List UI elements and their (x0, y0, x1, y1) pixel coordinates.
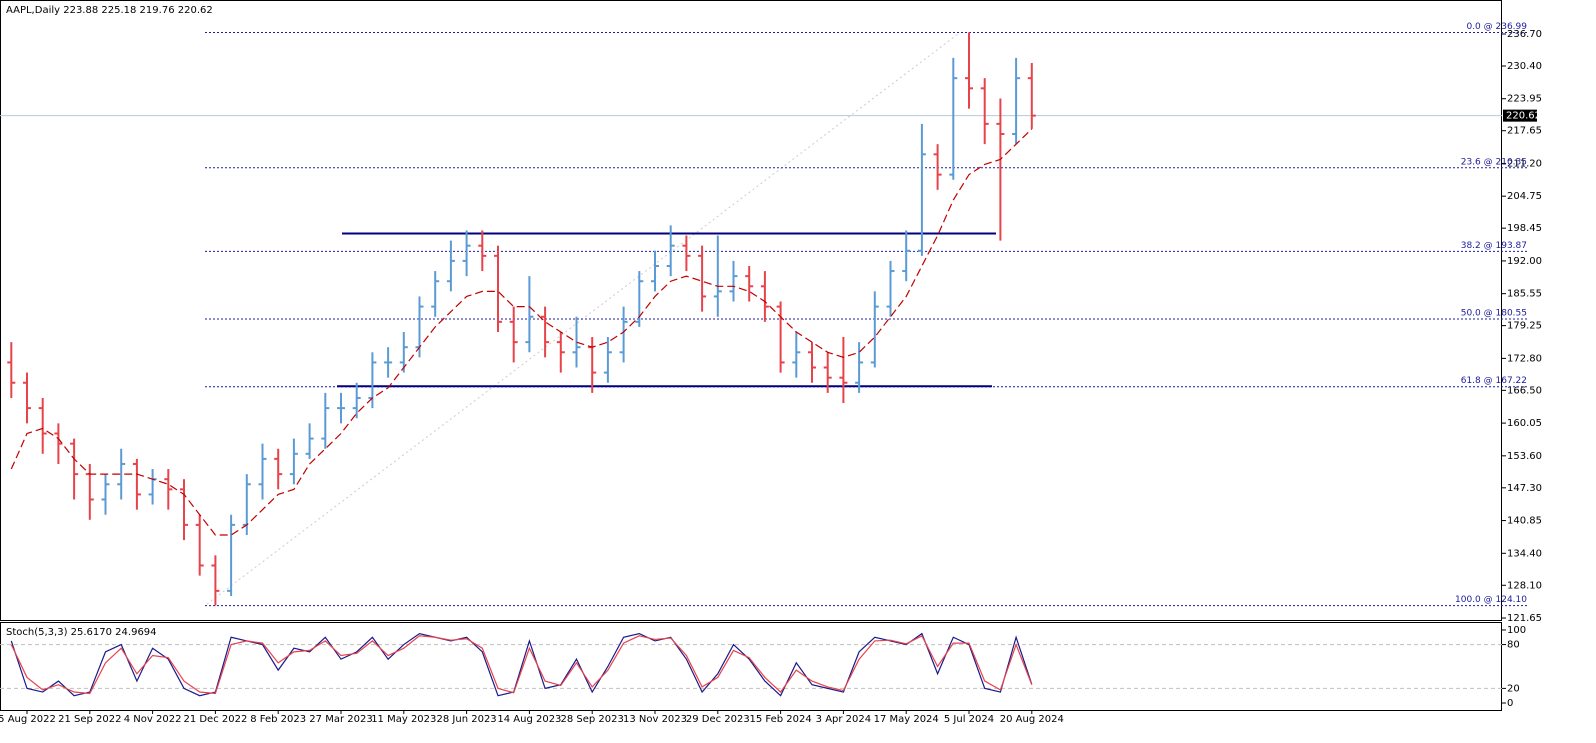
y-tick-label: 100 (1507, 625, 1526, 636)
fib-label: 61.8 @ 167.22 (1461, 376, 1527, 386)
x-tick-label: 17 May 2024 (874, 714, 939, 725)
moving-average (10, 128, 1033, 536)
last-price-box (1503, 109, 1537, 122)
x-tick-label: 13 Nov 2023 (623, 714, 687, 725)
y-tick-label: 230.40 (1507, 61, 1542, 72)
x-tick-label: 8 Feb 2023 (250, 714, 306, 725)
x-tick-label: 29 Dec 2023 (686, 714, 750, 725)
x-tick-label: 21 Sep 2022 (58, 714, 121, 725)
y-tick-label: 192.00 (1507, 256, 1542, 267)
y-tick-label: 198.45 (1507, 223, 1542, 234)
y-tick-label: 204.75 (1507, 191, 1542, 202)
y-tick-label: 147.30 (1507, 483, 1542, 494)
y-tick-label: 211.20 (1507, 158, 1542, 169)
chart-title: AAPL,Daily 223.88 225.18 219.76 220.62 (6, 5, 213, 16)
y-tick-label: 128.10 (1507, 580, 1542, 591)
y-tick-label: 153.60 (1507, 451, 1542, 462)
last-price-label: 220.62 (1506, 111, 1541, 122)
y-tick-label: 121.65 (1507, 613, 1542, 624)
y-tick-label: 217.65 (1507, 126, 1542, 137)
y-tick-label: 20 (1507, 683, 1520, 694)
y-tick-label: 223.95 (1507, 94, 1542, 105)
y-tick-label: 179.25 (1507, 321, 1542, 332)
y-tick-label: 185.55 (1507, 289, 1542, 300)
fib-label: 100.0 @ 124.10 (1455, 595, 1527, 605)
x-tick-label: 11 May 2023 (371, 714, 436, 725)
fib-label: 50.0 @ 180.55 (1461, 309, 1527, 319)
x-tick-label: 20 Aug 2024 (1000, 714, 1064, 725)
x-tick-label: 5 Jul 2024 (944, 714, 994, 725)
x-tick-label: 15 Feb 2024 (749, 714, 811, 725)
x-tick-label: 4 Nov 2022 (124, 714, 182, 725)
x-tick-label: 14 Aug 2023 (497, 714, 561, 725)
fib-label: 38.2 @ 193.87 (1461, 241, 1527, 251)
y-tick-label: 160.05 (1507, 418, 1542, 429)
stoch-panel (0, 622, 1502, 711)
y-tick-label: 166.50 (1507, 385, 1542, 396)
x-tick-label: 3 Apr 2024 (816, 714, 871, 725)
stoch-line (10, 634, 1033, 695)
y-tick-label: 236.70 (1507, 29, 1542, 40)
x-tick-label: 28 Jun 2023 (437, 714, 497, 725)
y-tick-label: 134.40 (1507, 548, 1542, 559)
fib-label: 23.6 @ 210.35 (1461, 157, 1527, 167)
y-tick-label: 172.80 (1507, 353, 1542, 364)
y-tick-label: 80 (1507, 640, 1520, 651)
stoch-title: Stoch(5,3,3) 25.6170 24.9694 (6, 627, 157, 638)
x-tick-label: 21 Dec 2022 (183, 714, 247, 725)
fib-label: 0.0 @ 236.99 (1466, 22, 1527, 32)
x-tick-label: 27 Mar 2023 (309, 714, 372, 725)
x-tick-label: 5 Aug 2022 (0, 714, 56, 725)
stoch-line (10, 632, 1033, 697)
main-panel (0, 0, 1502, 621)
y-tick-label: 0 (1507, 698, 1513, 709)
y-tick-label: 140.85 (1507, 516, 1542, 527)
x-tick-label: 28 Sep 2023 (561, 714, 624, 725)
